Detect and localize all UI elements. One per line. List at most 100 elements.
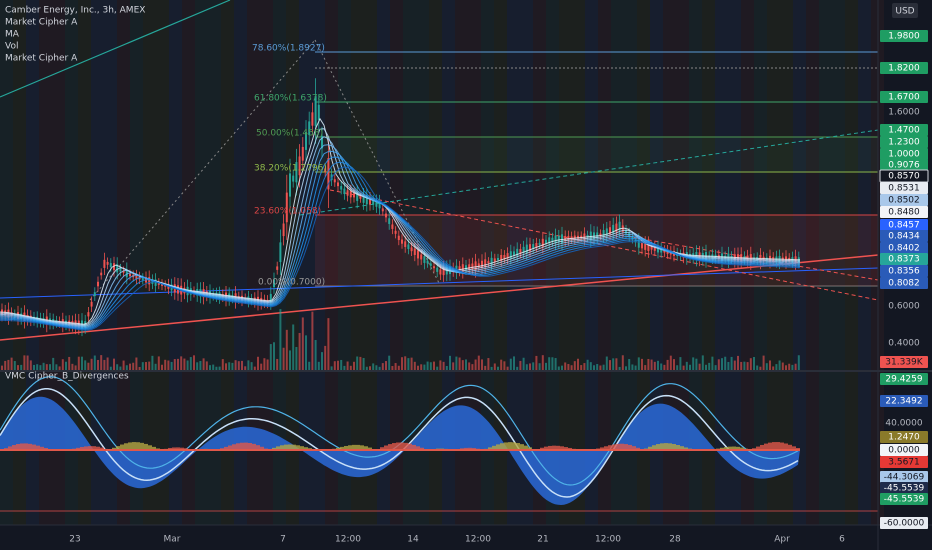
mf-bar [224,446,228,451]
volume-bar [570,365,573,370]
mf-bar [16,444,20,451]
volume-bar [103,359,106,370]
volume-bar [423,364,426,370]
indicator-label[interactable]: Market Cipher A [5,54,78,64]
band [221,0,234,525]
price-label: 0.9076 [888,161,920,171]
band [156,0,169,525]
mf-bar [28,443,32,451]
volume-bar [589,362,592,370]
volume-bar [749,358,752,370]
volume-bar [45,364,48,370]
volume-bar [759,366,762,370]
volume-bar [391,366,394,370]
volume-bar [385,361,387,370]
volume-bar [42,362,45,370]
band [169,0,182,525]
candle-body [413,248,416,255]
volume-bar [33,364,35,370]
volume-bar [39,365,42,370]
time-label: 12:00 [465,535,491,545]
volume-bar [548,357,551,370]
indicator-label[interactable]: Vol [5,42,18,52]
price-tag [880,148,928,160]
volume-bar [36,364,39,370]
price-tag [880,444,928,456]
volume-bar [753,357,755,370]
price-tag [880,62,928,74]
price-tag [880,136,928,148]
volume-bar [506,366,509,370]
band [377,0,390,525]
currency-label[interactable]: USD [895,7,914,17]
volume-bar [97,359,99,370]
mf-bar [144,443,148,451]
price-label: 0.8082 [888,279,920,289]
price-label: 3.5671 [888,458,920,468]
candle-body [394,230,397,234]
volume-bar [273,342,275,370]
mf-bar [612,444,616,451]
candle-body [660,248,663,253]
volume-bar [445,365,448,370]
mf-bar [648,446,652,451]
volume-bar [785,365,787,370]
volume-bar [490,366,493,370]
candle-body [625,229,627,234]
candle-body [439,269,442,275]
trend-line [0,267,879,299]
volume-bar [346,361,349,370]
band [247,0,260,525]
candle-body [647,243,650,251]
volume-bar [756,365,759,370]
band [260,0,273,525]
candle-body [362,194,365,203]
volume-bar [369,366,371,370]
candle-body [298,156,301,176]
mf-bar [504,442,508,451]
volume-bar [609,360,611,370]
candle-body [538,242,541,245]
candle-body [433,266,435,269]
candle-body [401,239,403,244]
candle-body [346,190,349,196]
mf-bar [340,446,344,451]
volume-bar [660,363,663,370]
mf-bar [12,445,16,451]
volume-bar [602,364,605,370]
price-tag [880,482,928,494]
candle-body [519,248,522,254]
band [143,0,156,525]
candle-body [375,200,378,207]
volume-bar [209,365,211,370]
volume-bar [279,309,282,370]
volume-bar [202,358,205,370]
volume-bar [301,317,304,370]
indicator-label[interactable]: Market Cipher A [5,18,78,28]
candle-body [605,228,608,236]
time-label: 21 [537,535,548,545]
volume-bar [148,361,151,370]
price-label: 22.3492 [885,397,922,407]
volume-bar [141,362,144,370]
symbol-title: Camber Energy, Inc., 3h, AMEX [5,6,145,16]
volume-bar [129,363,131,370]
mf-bar [288,444,292,451]
candle-body [100,272,103,276]
mf-bar [232,444,236,451]
volume-bar [663,364,666,370]
price-label: 0.8373 [888,255,920,265]
indicator-label[interactable]: MA [5,30,20,40]
volume-bar [164,359,167,370]
time-label: 7 [280,535,286,545]
volume-bar [461,360,464,370]
fib-zone [315,215,878,286]
volume-bar [109,366,112,370]
mf-bar [672,443,676,451]
mf-bar [40,446,44,451]
candle-body [109,263,112,267]
mf-bar [348,445,352,451]
oscillator-title[interactable]: VMC Cipher_B_Divergences [5,372,129,382]
band [208,0,221,525]
currency-button[interactable] [892,3,918,18]
